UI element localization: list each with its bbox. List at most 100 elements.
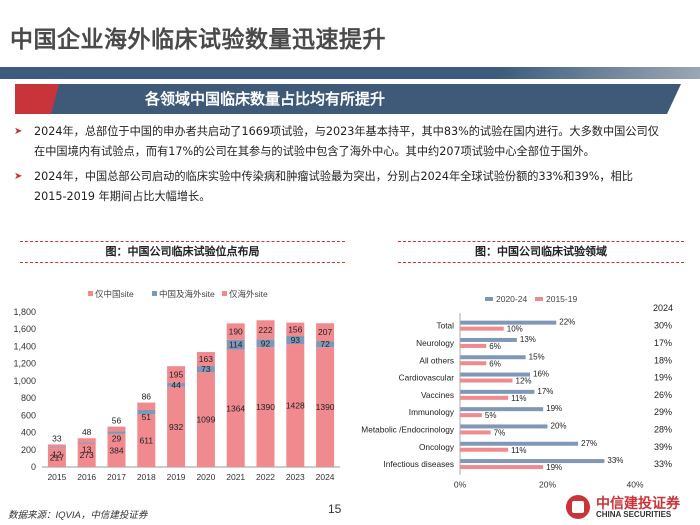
bar-label-2020-24: 15% <box>529 352 545 361</box>
bar-label-2015-19: 10% <box>507 325 523 334</box>
bar-2020-24 <box>460 424 548 429</box>
legend-label: 中国及海外site <box>159 289 215 299</box>
bar-label-only-overseas: 86 <box>142 392 152 402</box>
bar-2015-19 <box>460 343 487 348</box>
bar-2015-19 <box>460 361 487 366</box>
bar-only-china <box>137 414 156 467</box>
bar-label-2020-24: 13% <box>520 335 536 344</box>
y-tick-label: 1,000 <box>13 376 36 386</box>
bar-2015-19 <box>460 447 509 452</box>
y-tick-label: 1,400 <box>13 341 36 351</box>
bar-label-only-china: 611 <box>140 436 154 446</box>
bar-label-2015-19: 5% <box>485 411 497 420</box>
category-label: Oncology <box>419 442 455 452</box>
bar-label-only-china: 932 <box>169 422 183 432</box>
bar-label-2020-24: 33% <box>607 456 623 465</box>
bar-china-overseas <box>167 382 186 387</box>
bar-only-overseas <box>77 438 96 443</box>
bar-china-overseas <box>256 339 275 348</box>
bar-2020-24 <box>460 389 535 394</box>
bar-china-overseas <box>107 431 126 434</box>
legend-label: 2015-19 <box>546 294 577 304</box>
bar-label-only-overseas: 222 <box>258 325 272 335</box>
bar-label-2015-19: 7% <box>494 428 506 437</box>
bar-2020-24 <box>460 407 544 412</box>
bar-label-2020-24: 27% <box>581 439 597 448</box>
bar-only-china <box>256 347 275 467</box>
side-column-value: 28% <box>654 424 672 434</box>
bar-label-2015-19: 19% <box>546 463 562 472</box>
bar-2020-24 <box>460 355 526 360</box>
bar-2020-24 <box>460 320 557 325</box>
bar-label-2015-19: 11% <box>511 446 526 455</box>
trial-area-chart: 2020-24 2015-19 2024 Total 22% 10% 30% Neurolog… <box>361 294 673 490</box>
bar-china-overseas <box>137 409 156 415</box>
bar-label-2015-19: 6% <box>489 359 501 368</box>
left-chart-title: 图：中国公司临床试验位点布局 <box>20 241 345 263</box>
logo-en-text: CHINA SECURITIES <box>596 510 672 519</box>
bar-only-china <box>286 344 305 467</box>
bar-label-china-overseas: 51 <box>142 412 152 422</box>
bar-label-only-overseas: 195 <box>169 370 183 380</box>
bar-label-2020-24: 20% <box>551 421 567 430</box>
bar-label-only-overseas: 33 <box>52 433 62 443</box>
y-tick-label: 800 <box>21 393 36 403</box>
bar-label-china-overseas: 29 <box>112 433 122 443</box>
bar-label-only-china: 1390 <box>316 402 335 412</box>
bar-only-china <box>226 349 245 467</box>
bar-label-2015-19: 11% <box>511 394 526 403</box>
category-label: Metabolic /Endocrinology <box>361 424 455 434</box>
legend-swatch <box>485 297 493 301</box>
bar-label-only-china: 217 <box>50 453 64 463</box>
side-column-value: 19% <box>654 373 672 383</box>
bar-label-only-china: 1428 <box>286 401 305 411</box>
bar-label-china-overseas: 73 <box>201 364 211 374</box>
bar-label-china-overseas: 92 <box>261 338 271 348</box>
bar-only-overseas <box>47 444 66 448</box>
bar-label-only-overseas: 48 <box>82 427 92 437</box>
bar-china-overseas <box>226 339 245 350</box>
bar-label-only-china: 1099 <box>196 415 215 425</box>
bar-label-only-overseas: 56 <box>112 416 122 426</box>
bar-2015-19 <box>460 430 491 435</box>
bar-only-china <box>107 433 126 467</box>
x-tick-label: 2021 <box>226 472 245 482</box>
page-number: 15 <box>328 502 342 516</box>
x-tick-label: 2023 <box>286 472 305 482</box>
bar-only-overseas <box>137 402 156 410</box>
left-chart-title-text: 图：中国公司临床试验位点布局 <box>105 245 260 258</box>
bar-2015-19 <box>460 413 482 418</box>
legend-label: 2020-24 <box>496 294 527 304</box>
bar-only-china <box>316 347 335 467</box>
category-label: Neurology <box>416 338 455 348</box>
category-label: All others <box>419 355 454 365</box>
legend-swatch <box>222 291 227 296</box>
site-layout-chart: 0 200 400 600 800 1,000 1,200 1,400 1,600 1,800 仅中… <box>13 289 340 482</box>
y-tick-label: 1,600 <box>13 324 36 334</box>
bar-2020-24 <box>460 337 517 342</box>
bar-label-only-china: 1364 <box>226 403 245 413</box>
bar-label-2015-19: 6% <box>489 342 501 351</box>
category-label: Total <box>436 321 454 331</box>
side-column-value: 17% <box>654 338 672 348</box>
legend-swatch <box>535 297 543 301</box>
side-column-header: 2024 <box>653 303 673 313</box>
bar-china-overseas <box>47 447 66 449</box>
bullet-2-text: 2024年，中国总部公司启动的临床实验中传染病和肿瘤试验最为突出，分别占2024… <box>34 170 633 203</box>
logo-cn-text: 中信建投证券 <box>596 496 680 512</box>
bar-label-2020-24: 17% <box>537 387 553 396</box>
bar-2015-19 <box>460 465 544 470</box>
bullet-1-text: 2024年，总部位于中国的申办者共启动了1669项试验，与2023年基本持平，其… <box>34 125 659 158</box>
x-tick-label: 2015 <box>47 472 66 482</box>
section-header-label: 各领域中国临床数量占比均有所提升 <box>144 90 385 108</box>
bar-label-china-overseas: 72 <box>320 339 330 349</box>
bar-only-overseas <box>316 323 335 342</box>
side-column-value: 29% <box>654 407 672 417</box>
bar-only-overseas <box>226 323 245 340</box>
y-tick-label: 0 <box>31 462 36 472</box>
legend-label: 仅海外site <box>229 289 268 299</box>
x-tick-label: 2024 <box>316 472 335 482</box>
bar-only-china <box>77 443 96 467</box>
bar-china-overseas <box>196 366 215 373</box>
title-underline-fade <box>500 67 700 79</box>
